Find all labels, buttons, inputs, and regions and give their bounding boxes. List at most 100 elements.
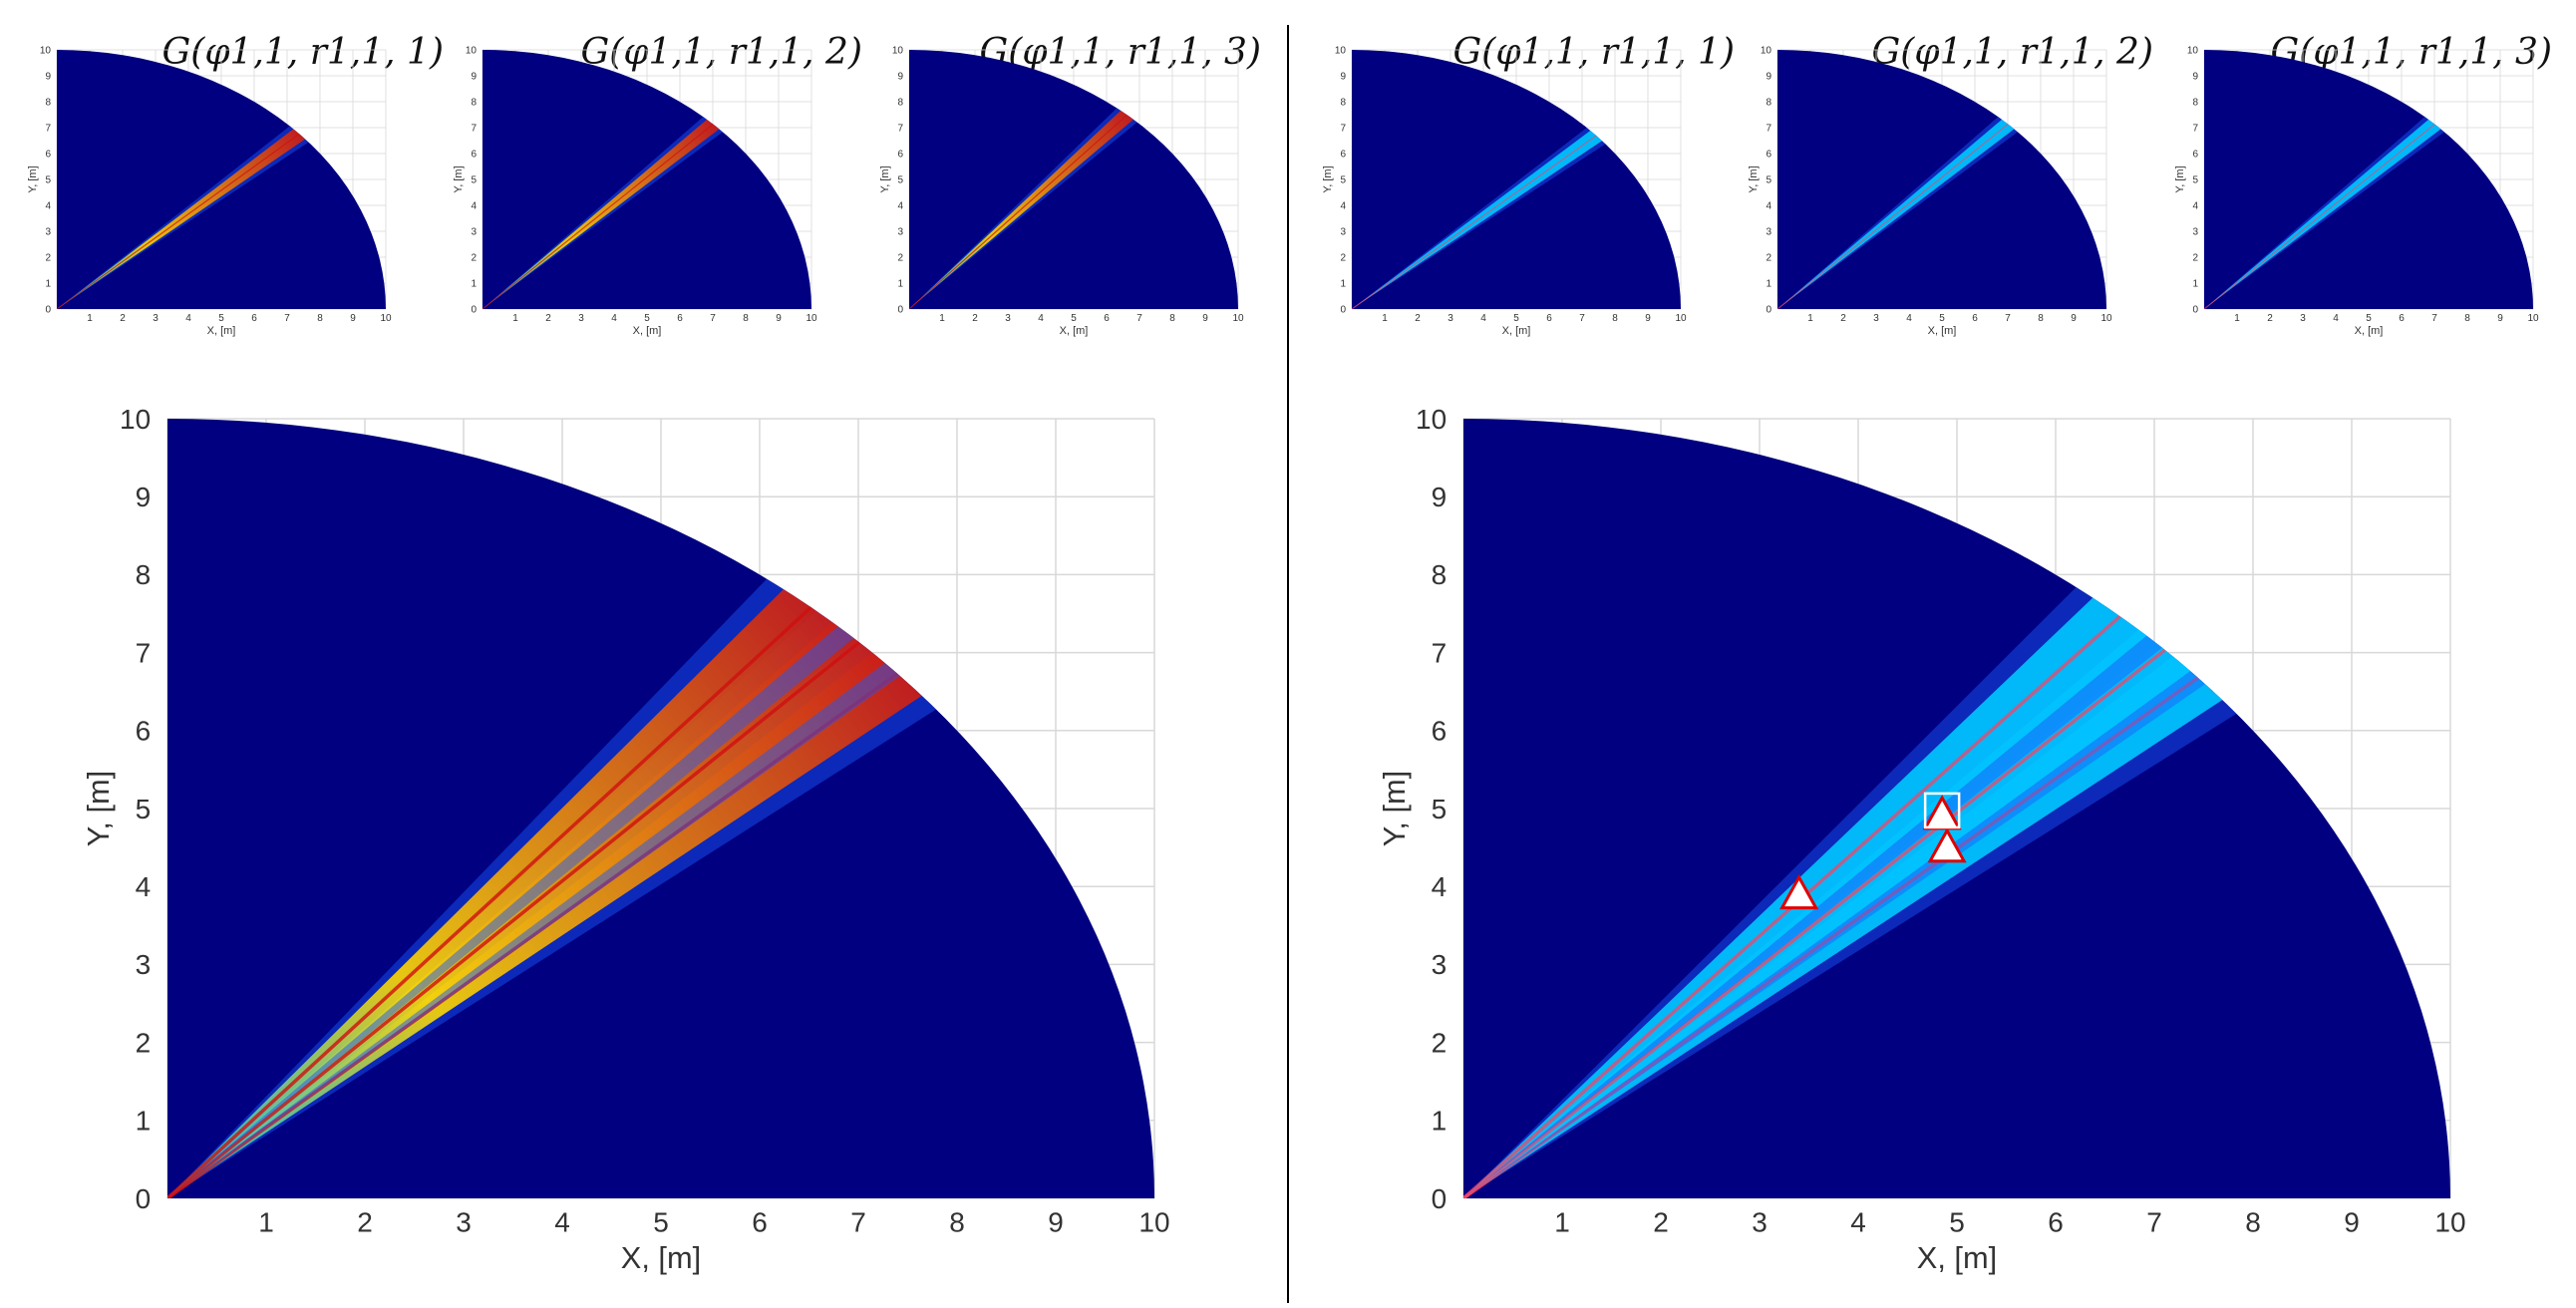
beam-ridge <box>1352 126 1609 309</box>
y-tick-label: 6 <box>897 150 903 161</box>
x-tick-label: 1 <box>939 313 945 324</box>
y-tick-label: 2 <box>1340 253 1346 264</box>
plot-title: G(φ1,1, r1,1, 1) <box>162 32 444 73</box>
y-tick-label: 3 <box>45 227 51 238</box>
x-tick-label: 9 <box>350 313 356 324</box>
x-tick-label: 8 <box>1612 313 1618 324</box>
y-tick-label: 0 <box>1766 305 1771 316</box>
x-tick-label: 7 <box>1136 313 1142 324</box>
x-tick-label: 3 <box>1005 313 1011 324</box>
x-tick-label: 2 <box>1653 1207 1669 1238</box>
y-tick-label: 8 <box>471 98 477 109</box>
y-tick-label: 5 <box>45 175 51 186</box>
x-tick-label: 7 <box>284 313 290 324</box>
y-tick-label: 9 <box>897 72 903 83</box>
y-tick-label: 1 <box>2192 279 2198 290</box>
x-tick-label: 5 <box>1949 1207 1965 1238</box>
x-tick-label: 1 <box>512 313 518 324</box>
x-tick-label: 10 <box>2434 1207 2465 1238</box>
plot-title: G(φ1,1, r1,1, 3) <box>980 32 1261 73</box>
x-axis-label: X, [m] <box>2355 325 2384 337</box>
x-tick-label: 2 <box>120 313 126 324</box>
y-tick-label: 7 <box>1432 637 1448 668</box>
x-tick-label: 3 <box>1873 313 1879 324</box>
y-tick-label: 5 <box>1340 175 1346 186</box>
x-tick-label: 1 <box>1382 313 1388 324</box>
y-axis-label: Y, [m] <box>879 165 891 192</box>
x-tick-label: 9 <box>2071 313 2077 324</box>
beam-group <box>483 106 734 309</box>
y-tick-label: 9 <box>1432 482 1448 512</box>
y-tick-label: 0 <box>2192 305 2198 316</box>
target-marker-triangle <box>1779 873 1819 910</box>
y-tick-label: 4 <box>471 201 477 212</box>
y-tick-label: 8 <box>897 98 903 109</box>
small-plot-left-2: G(φ1,1, r1,1, 2) 1 2 3 4 5 6 7 8 9 10 0 1 2 3 4 5 6 7 8 9 10… <box>453 32 862 337</box>
y-tick-label: 2 <box>471 253 477 264</box>
beam-ridge <box>167 645 935 1198</box>
beam <box>1463 626 2258 1198</box>
x-tick-label: 5 <box>218 313 224 324</box>
x-tick-label: 4 <box>1850 1207 1866 1238</box>
x-tick-label: 5 <box>2366 313 2372 324</box>
beam-group <box>1352 117 1618 309</box>
x-tick-label: 5 <box>1513 313 1519 324</box>
x-tick-label: 6 <box>2048 1207 2064 1238</box>
y-tick-label: 10 <box>1761 46 1772 57</box>
x-tick-label: 10 <box>1138 1207 1169 1238</box>
x-tick-label: 10 <box>805 313 817 324</box>
x-tick-label: 10 <box>2100 313 2112 324</box>
x-tick-label: 9 <box>1645 313 1651 324</box>
small-plot-right-2: G(φ1,1, r1,1, 2) 1 2 3 4 5 6 7 8 9 10 0 1 2 3 4 5 6 7 8 9 10… <box>1748 32 2153 337</box>
y-tick-label: 0 <box>471 305 477 316</box>
x-tick-label: 5 <box>1071 313 1077 324</box>
x-tick-label: 8 <box>317 313 323 324</box>
x-tick-label: 6 <box>1546 313 1552 324</box>
y-tick-label: 6 <box>1432 716 1448 747</box>
y-tick-label: 10 <box>40 46 52 57</box>
x-tick-label: 8 <box>2038 313 2044 324</box>
y-tick-label: 5 <box>2192 175 2198 186</box>
x-tick-label: 9 <box>2344 1207 2360 1238</box>
x-tick-label: 4 <box>1906 313 1912 324</box>
y-tick-label: 2 <box>1432 1027 1448 1058</box>
beam-group <box>2204 106 2455 309</box>
y-tick-label: 6 <box>45 150 51 161</box>
y-tick-label: 6 <box>2192 150 2198 161</box>
beam-ridge <box>57 125 312 309</box>
y-tick-label: 5 <box>136 794 152 824</box>
beam-ridge <box>167 576 845 1198</box>
x-axis-label: X, [m] <box>633 325 662 337</box>
x-tick-label: 1 <box>1807 313 1813 324</box>
y-axis-label: Y, [m] <box>1322 165 1334 192</box>
x-tick-label: 8 <box>2464 313 2470 324</box>
y-axis-label: Y, [m] <box>453 165 465 192</box>
x-axis-label: X, [m] <box>621 1240 701 1275</box>
beam-group <box>1777 106 2029 309</box>
beam-ridge <box>2204 114 2447 309</box>
x-tick-label: 2 <box>1840 313 1846 324</box>
x-axis-label: X, [m] <box>207 325 236 337</box>
y-tick-label: 6 <box>1340 150 1346 161</box>
y-tick-label: 2 <box>897 253 903 264</box>
y-tick-label: 4 <box>1432 871 1448 902</box>
y-tick-label: 8 <box>45 98 51 109</box>
x-tick-label: 4 <box>2333 313 2339 324</box>
y-tick-label: 0 <box>1340 305 1346 316</box>
y-tick-label: 0 <box>45 305 51 316</box>
y-tick-label: 10 <box>466 46 478 57</box>
y-tick-label: 5 <box>1432 794 1448 824</box>
x-tick-label: 2 <box>545 313 551 324</box>
beam-ridge <box>909 105 1138 309</box>
y-tick-label: 7 <box>897 124 903 135</box>
y-tick-label: 9 <box>45 72 51 83</box>
y-tick-label: 1 <box>471 279 477 290</box>
y-tick-label: 7 <box>136 637 152 668</box>
y-axis-label: Y, [m] <box>1748 165 1760 192</box>
x-axis-label: X, [m] <box>1060 325 1089 337</box>
beam-ridge <box>483 114 726 309</box>
x-tick-label: 8 <box>949 1207 965 1238</box>
y-tick-label: 10 <box>1416 404 1447 435</box>
y-tick-label: 3 <box>471 227 477 238</box>
